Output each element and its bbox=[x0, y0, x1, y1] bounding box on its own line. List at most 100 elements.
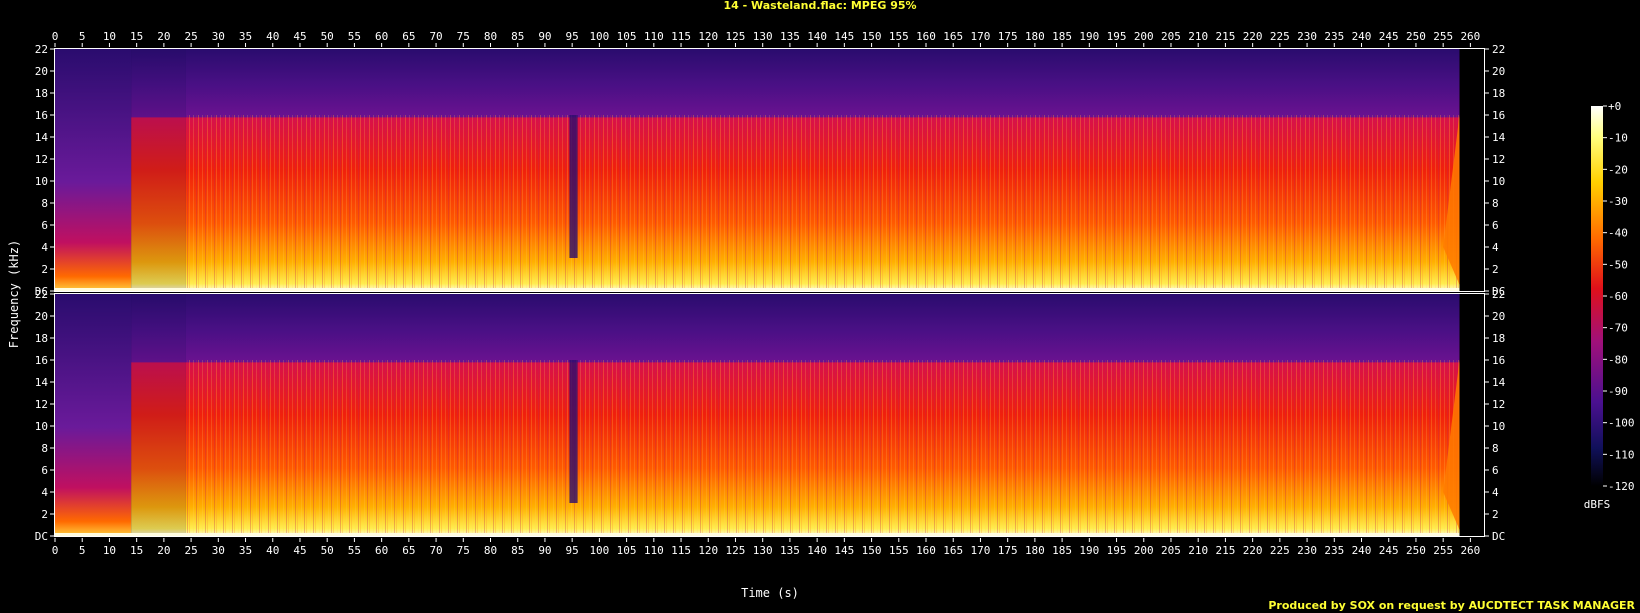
x-tick-label: 25 bbox=[184, 544, 197, 557]
x-tick-label: 215 bbox=[1215, 30, 1235, 43]
x-tick-label: 140 bbox=[807, 544, 827, 557]
x-tick-label: 115 bbox=[671, 30, 691, 43]
x-tick-label: 185 bbox=[1052, 30, 1072, 43]
x-tick-label: 125 bbox=[726, 544, 746, 557]
x-tick-label: 175 bbox=[998, 544, 1018, 557]
x-axis-label: Time (s) bbox=[741, 586, 799, 600]
x-tick-label: 155 bbox=[889, 544, 909, 557]
x-tick-label: 130 bbox=[753, 544, 773, 557]
x-tick-label: 10 bbox=[103, 30, 116, 43]
x-tick-label: 55 bbox=[348, 544, 361, 557]
y-tick-label: 4 bbox=[1492, 486, 1499, 499]
channel-1-spectrogram bbox=[54, 48, 1485, 292]
x-tick-label: 260 bbox=[1460, 30, 1480, 43]
x-tick-label: 50 bbox=[321, 30, 334, 43]
y-tick-label: 14 bbox=[1492, 131, 1506, 144]
y-tick-label: 12 bbox=[35, 398, 48, 411]
x-tick-label: 180 bbox=[1025, 30, 1045, 43]
x-tick-label: 5 bbox=[79, 544, 86, 557]
x-tick-label: 45 bbox=[293, 544, 306, 557]
x-tick-label: 60 bbox=[375, 30, 388, 43]
channel-frame bbox=[54, 293, 1485, 537]
x-tick-label: 0 bbox=[52, 544, 59, 557]
transient-streaks bbox=[185, 360, 1460, 536]
x-tick-label: 65 bbox=[402, 544, 415, 557]
y-tick-label: 2 bbox=[1492, 508, 1499, 521]
y-tick-label: DC bbox=[1492, 530, 1505, 543]
y-tick-label: 8 bbox=[1492, 442, 1499, 455]
x-tick-label: 195 bbox=[1107, 544, 1127, 557]
y-tick-label: 22 bbox=[1492, 43, 1505, 56]
x-tick-label: 195 bbox=[1107, 30, 1127, 43]
x-tick-label: 125 bbox=[726, 30, 746, 43]
silent-tail bbox=[1459, 49, 1484, 291]
y-axis-label: Frequency (kHz) bbox=[7, 240, 21, 348]
colorbar-tick-label: -30 bbox=[1608, 195, 1628, 208]
x-tick-label: 35 bbox=[239, 544, 252, 557]
chart-title: 14 - Wasteland.flac: MPEG 95% bbox=[723, 0, 916, 12]
colorbar-label: dBFS bbox=[1584, 498, 1611, 511]
x-tick-label: 150 bbox=[862, 544, 882, 557]
x-tick-label: 230 bbox=[1297, 544, 1317, 557]
x-tick-label: 150 bbox=[862, 30, 882, 43]
x-tick-label: 90 bbox=[538, 30, 551, 43]
colorbar-tick-label: -10 bbox=[1608, 132, 1628, 145]
y-tick-label: 18 bbox=[35, 332, 48, 345]
x-tick-label: 60 bbox=[375, 544, 388, 557]
y-tick-label: 16 bbox=[35, 354, 48, 367]
x-tick-label: 130 bbox=[753, 30, 773, 43]
x-tick-label: 30 bbox=[212, 544, 225, 557]
x-tick-label: 200 bbox=[1134, 544, 1154, 557]
x-tick-label: 220 bbox=[1243, 544, 1263, 557]
x-tick-label: 205 bbox=[1161, 544, 1181, 557]
x-tick-label: 235 bbox=[1324, 30, 1344, 43]
y-tick-label: 4 bbox=[41, 241, 48, 254]
y-tick-label: 10 bbox=[1492, 420, 1505, 433]
x-tick-label: 230 bbox=[1297, 30, 1317, 43]
transient-streaks bbox=[185, 115, 1460, 291]
x-tick-label: 165 bbox=[943, 30, 963, 43]
x-tick-label: 80 bbox=[484, 30, 497, 43]
y-tick-label: 20 bbox=[35, 310, 48, 323]
x-tick-label: 145 bbox=[834, 30, 854, 43]
y-tick-label: 12 bbox=[35, 153, 48, 166]
x-tick-label: 120 bbox=[698, 30, 718, 43]
x-tick-label: 110 bbox=[644, 544, 664, 557]
y-tick-label: DC bbox=[1492, 285, 1505, 298]
y-tick-label: 12 bbox=[1492, 398, 1505, 411]
x-tick-label: 205 bbox=[1161, 30, 1181, 43]
y-tick-label: 6 bbox=[1492, 464, 1499, 477]
x-tick-label: 250 bbox=[1406, 30, 1426, 43]
x-tick-label: 45 bbox=[293, 30, 306, 43]
x-tick-label: 260 bbox=[1460, 544, 1480, 557]
x-tick-label: 100 bbox=[589, 30, 609, 43]
x-tick-label: 180 bbox=[1025, 544, 1045, 557]
quiet-gap bbox=[569, 115, 578, 258]
y-tick-label: 12 bbox=[1492, 153, 1505, 166]
fade-out-tail bbox=[1443, 115, 1463, 291]
y-tick-label: 18 bbox=[35, 87, 48, 100]
colorbar-tick-label: -80 bbox=[1608, 353, 1628, 366]
x-tick-label: 225 bbox=[1270, 30, 1290, 43]
x-tick-label: 165 bbox=[943, 544, 963, 557]
x-tick-label: 240 bbox=[1352, 544, 1372, 557]
x-tick-label: 140 bbox=[807, 30, 827, 43]
x-tick-label: 225 bbox=[1270, 544, 1290, 557]
x-tick-label: 145 bbox=[834, 544, 854, 557]
x-tick-label: 30 bbox=[212, 30, 225, 43]
x-tick-label: 75 bbox=[457, 544, 470, 557]
y-tick-label: 22 bbox=[1492, 288, 1505, 301]
x-tick-label: 105 bbox=[617, 544, 637, 557]
x-tick-label: 65 bbox=[402, 30, 415, 43]
x-tick-label: 245 bbox=[1379, 544, 1399, 557]
x-tick-label: 40 bbox=[266, 30, 279, 43]
y-tick-label: 16 bbox=[1492, 354, 1505, 367]
colorbar: +0 -10 -20 -30 -40 -50 -60 -70 -80 -90 -100 -110 -12… bbox=[1584, 100, 1635, 511]
x-tick-label: 200 bbox=[1134, 30, 1154, 43]
x-tick-label: 190 bbox=[1079, 544, 1099, 557]
credit-text: Produced by SOX on request by AUCDTECT T… bbox=[1268, 599, 1635, 612]
colorbar-tick-label: -40 bbox=[1608, 227, 1628, 240]
colorbar-tick-label: -20 bbox=[1608, 163, 1628, 176]
y-tick-label: 20 bbox=[1492, 310, 1505, 323]
